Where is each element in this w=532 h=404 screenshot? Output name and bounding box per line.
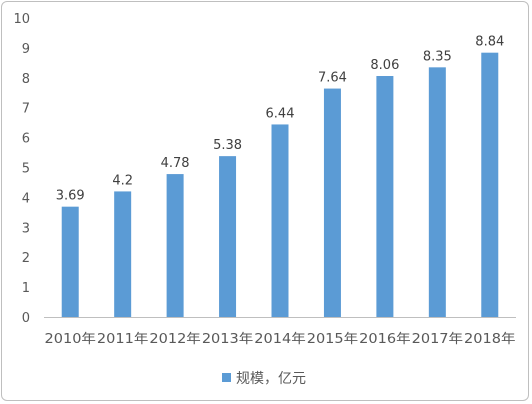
data-label: 8.06 xyxy=(370,58,399,73)
x-tick-label: 2016年 xyxy=(359,332,410,347)
x-tick-label: 2013年 xyxy=(202,332,253,347)
data-label: 5.38 xyxy=(213,138,242,153)
x-tick-label: 2018年 xyxy=(464,332,515,347)
y-tick-label: 1 xyxy=(22,281,30,296)
legend-swatch xyxy=(222,373,231,382)
data-label: 4.78 xyxy=(161,156,190,171)
x-tick-label: 2015年 xyxy=(307,332,358,347)
bar xyxy=(428,67,446,318)
bar xyxy=(114,191,132,317)
y-tick-label: 2 xyxy=(22,251,30,266)
y-tick-label: 6 xyxy=(22,132,30,147)
x-tick-label: 2011年 xyxy=(97,332,148,347)
bar xyxy=(481,52,499,318)
x-tick-label: 2017年 xyxy=(412,332,463,347)
data-label: 8.84 xyxy=(475,35,504,50)
data-label: 4.2 xyxy=(112,173,133,188)
y-tick-label: 9 xyxy=(22,42,30,57)
y-tick-label: 3 xyxy=(22,221,30,236)
data-label: 6.44 xyxy=(266,106,295,121)
x-tick-label: 2014年 xyxy=(254,332,305,347)
data-label: 8.35 xyxy=(423,49,452,64)
y-tick-label: 10 xyxy=(13,12,30,27)
bar xyxy=(271,124,289,317)
y-tick-label: 8 xyxy=(22,72,30,87)
y-tick-label: 4 xyxy=(22,191,30,206)
legend-label: 规模，亿元 xyxy=(236,371,306,387)
data-label: 7.64 xyxy=(318,71,347,86)
y-tick-label: 7 xyxy=(22,102,30,117)
data-label: 3.69 xyxy=(56,189,85,204)
bar xyxy=(61,206,79,317)
y-tick-label: 0 xyxy=(22,311,30,326)
bar xyxy=(166,174,184,317)
legend: 规模，亿元 xyxy=(222,371,306,387)
bar xyxy=(376,76,394,317)
y-tick-label: 5 xyxy=(22,162,30,177)
x-tick-label: 2012年 xyxy=(149,332,200,347)
bar xyxy=(323,88,341,318)
x-tick-label: 2010年 xyxy=(45,332,96,347)
bar xyxy=(219,156,237,317)
